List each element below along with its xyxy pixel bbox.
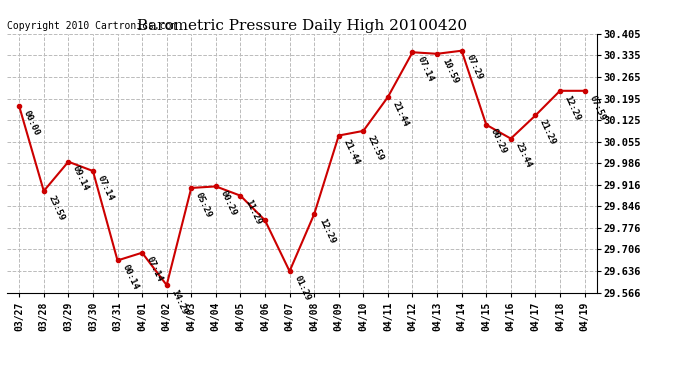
Text: 11:29: 11:29	[243, 198, 263, 226]
Text: 23:44: 23:44	[513, 141, 533, 170]
Text: 14:29: 14:29	[170, 288, 189, 316]
Title: Barometric Pressure Daily High 20100420: Barometric Pressure Daily High 20100420	[137, 19, 467, 33]
Text: 21:44: 21:44	[342, 138, 361, 166]
Text: 21:44: 21:44	[391, 100, 410, 128]
Text: 07:14: 07:14	[415, 55, 435, 83]
Text: 07:59: 07:59	[587, 94, 607, 122]
Text: 00:14: 00:14	[120, 263, 140, 291]
Text: 07:14: 07:14	[145, 255, 164, 284]
Text: 00:29: 00:29	[219, 189, 238, 217]
Text: 05:29: 05:29	[194, 191, 213, 219]
Text: Copyright 2010 Cartronics.com: Copyright 2010 Cartronics.com	[7, 21, 177, 31]
Text: 00:29: 00:29	[489, 128, 509, 156]
Text: 01:29: 01:29	[293, 274, 312, 302]
Text: 07:29: 07:29	[464, 54, 484, 82]
Text: 12:29: 12:29	[317, 217, 337, 245]
Text: 23:59: 23:59	[46, 194, 66, 222]
Text: 07:14: 07:14	[96, 174, 115, 202]
Text: 22:59: 22:59	[366, 134, 386, 162]
Text: 21:29: 21:29	[538, 118, 558, 146]
Text: 09:14: 09:14	[71, 165, 90, 193]
Text: 12:29: 12:29	[563, 94, 582, 122]
Text: 10:59: 10:59	[440, 57, 460, 85]
Text: 00:00: 00:00	[22, 109, 41, 137]
